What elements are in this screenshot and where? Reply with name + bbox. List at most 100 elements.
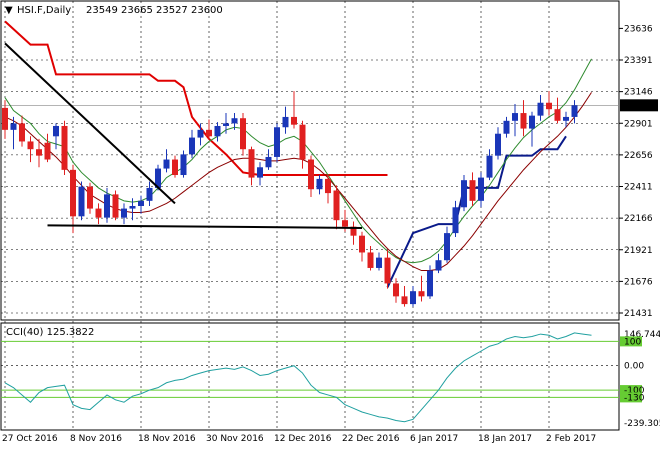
- candle: [291, 91, 297, 129]
- candle: [265, 149, 272, 170]
- candle: [376, 252, 382, 271]
- candle: [401, 286, 408, 307]
- candle-body: [563, 116, 569, 121]
- candle: [240, 113, 246, 156]
- date-tick-label: 2 Feb 2017: [546, 434, 596, 444]
- candle: [367, 246, 374, 271]
- candle: [197, 123, 204, 146]
- candle-body: [87, 186, 93, 209]
- candle-body: [223, 123, 229, 126]
- cci-tick-label: 100: [624, 337, 641, 347]
- candle: [112, 190, 119, 221]
- candle: [274, 123, 280, 163]
- cci-level-box: [620, 336, 642, 347]
- candle-body: [350, 226, 357, 236]
- candle: [172, 155, 178, 178]
- candle-body: [401, 296, 408, 305]
- price-tick-label: 23146: [624, 88, 653, 98]
- candle: [214, 122, 221, 142]
- candle-body: [70, 169, 76, 217]
- price-tick-label: 21676: [624, 277, 653, 287]
- candle-body: [384, 257, 391, 284]
- candle: [129, 198, 136, 221]
- price-tick-label: 23391: [624, 56, 653, 66]
- candle: [10, 116, 17, 150]
- cci-tick-label: -130: [624, 393, 645, 403]
- date-tick-label: 27 Oct 2016: [2, 434, 58, 444]
- candle: [452, 200, 459, 237]
- price-tick-label: 21921: [624, 246, 653, 256]
- candle-body: [248, 149, 255, 178]
- candle: [282, 106, 289, 134]
- date-tick-label: 22 Dec 2016: [342, 434, 400, 444]
- candle-body: [537, 102, 544, 116]
- candle-body: [231, 118, 238, 124]
- candle-body: [44, 142, 51, 160]
- candle: [333, 185, 340, 230]
- price-tick-label: 22411: [624, 183, 653, 193]
- date-tick-label: 12 Dec 2016: [274, 434, 332, 444]
- candle-body: [554, 109, 561, 121]
- candle-body: [10, 123, 17, 130]
- candle-body: [163, 159, 170, 169]
- candle-body: [486, 155, 493, 178]
- candle: [393, 278, 399, 303]
- candle: [308, 155, 314, 197]
- candle: [27, 136, 34, 163]
- candle: [554, 97, 561, 124]
- candle: [469, 172, 476, 206]
- symbol-label: HSI.F,Daily: [17, 5, 71, 16]
- candle: [223, 113, 229, 134]
- cci-tick-label: -100: [624, 386, 645, 396]
- candle: [78, 181, 85, 221]
- candle: [495, 127, 501, 160]
- candle-body: [180, 154, 187, 176]
- candle-body: [512, 113, 518, 121]
- candle-body: [78, 186, 85, 217]
- price-tick-label: 23636: [624, 24, 653, 34]
- candle: [418, 275, 425, 302]
- candle-body: [393, 283, 399, 297]
- candle-body: [206, 129, 212, 137]
- current-price-box: [620, 99, 658, 112]
- candle: [546, 91, 552, 116]
- candle: [189, 129, 195, 159]
- candle-body: [546, 102, 552, 110]
- candle-body: [138, 200, 144, 206]
- candle-body: [333, 190, 340, 221]
- candle-body: [112, 194, 119, 218]
- price-axis: 23636 23391 23146 22901 22656 22411 22166 21921…: [1, 24, 658, 319]
- candle-body: [189, 137, 195, 155]
- candle-body: [214, 125, 221, 137]
- date-tick-label: 18 Nov 2016: [138, 434, 196, 444]
- candle: [478, 172, 484, 208]
- candle: [435, 253, 442, 274]
- candle-body: [104, 194, 110, 218]
- candle: [138, 195, 144, 214]
- candle-body: [478, 177, 484, 201]
- candle-body: [155, 168, 161, 188]
- candle-body: [299, 124, 306, 160]
- time-axis: 27 Oct 2016 8 Nov 2016 18 Nov 2016 30 Nov 2…: [2, 434, 596, 444]
- current-price-label: 23600: [623, 102, 652, 112]
- candle: [257, 162, 263, 186]
- ma_fast-line: [4, 58, 592, 264]
- price-tick-label: 21431: [624, 309, 653, 319]
- date-tick-label: 6 Jan 2017: [410, 434, 458, 444]
- candle: [359, 231, 365, 262]
- candle: [70, 164, 76, 234]
- candlesticks: [2, 91, 578, 307]
- candle: [146, 181, 153, 206]
- candle: [427, 265, 433, 299]
- candle-body: [274, 127, 280, 157]
- support_line: [47, 224, 363, 229]
- candle: [410, 286, 416, 307]
- candle-body: [469, 180, 476, 201]
- candle-body: [410, 291, 416, 305]
- candle: [53, 123, 59, 150]
- candle-body: [529, 115, 535, 129]
- candle-body: [316, 178, 323, 190]
- candle: [444, 226, 450, 263]
- candle-body: [503, 120, 510, 134]
- candle: [571, 100, 578, 124]
